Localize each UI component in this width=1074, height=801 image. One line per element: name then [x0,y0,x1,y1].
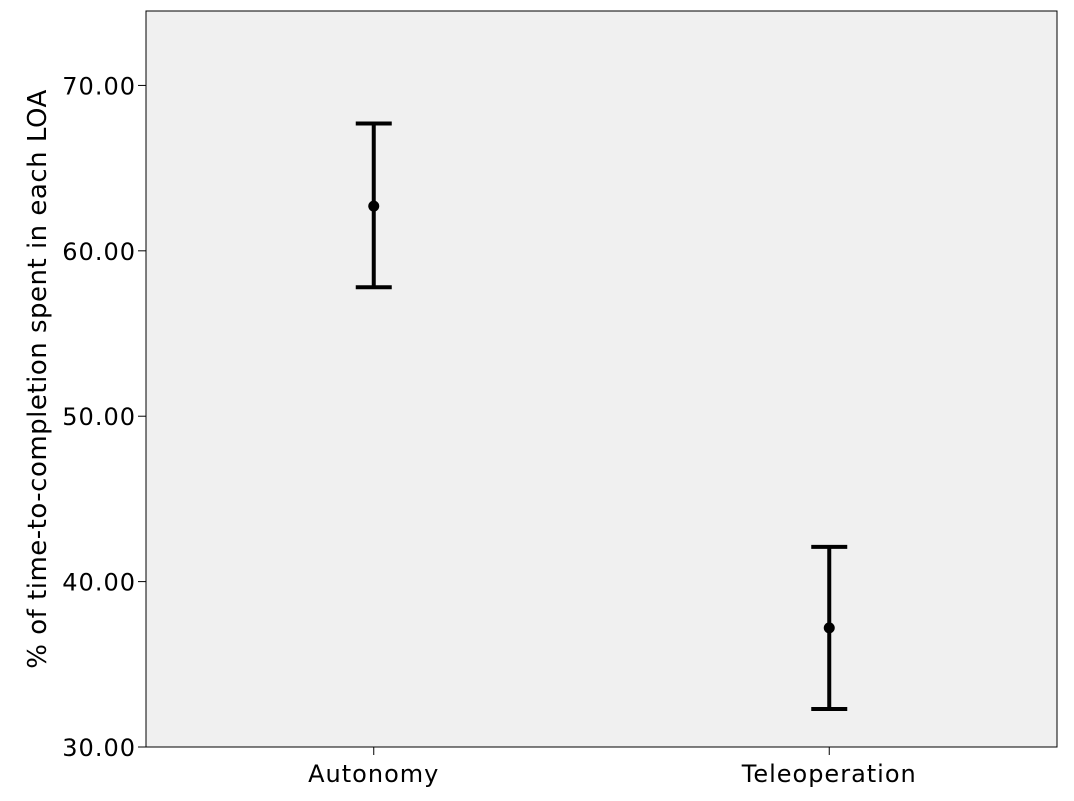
y-tick-label: 70.00 [62,72,136,100]
error-bar-group [355,121,392,290]
y-tick-label: 50.00 [62,403,136,431]
x-axis: Autonomy Teleoperation [308,747,917,788]
error-bar-group [811,544,848,711]
y-tick-label: 30.00 [62,734,136,762]
mean-point [823,622,835,634]
data-marks [355,121,848,711]
x-tick-label: Autonomy [308,760,439,788]
y-tick-label: 40.00 [62,569,136,597]
plot-area-background [145,10,1058,748]
y-axis-title: % of time-to-completion spent in each LO… [23,89,53,668]
y-tick-label: 60.00 [62,238,136,266]
mean-point [368,200,380,212]
x-tick-label: Teleoperation [741,760,917,788]
y-axis: 30.00 40.00 50.00 60.00 70.00 [62,72,146,762]
